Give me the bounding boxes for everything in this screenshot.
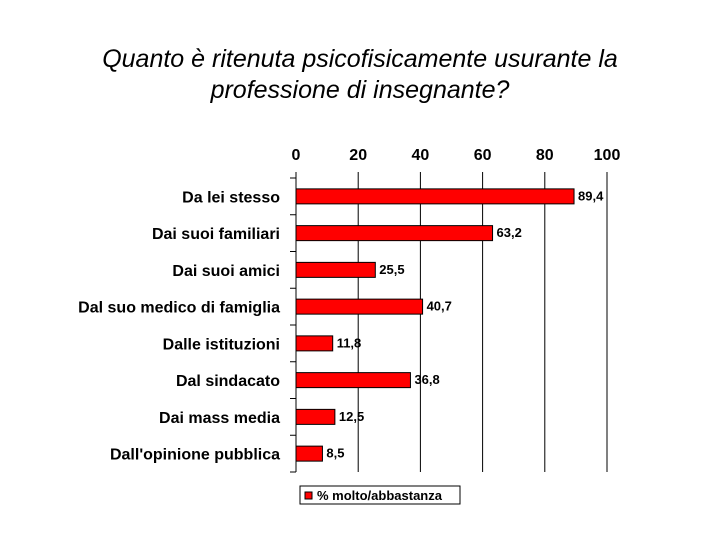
data-label-7: 8,5: [326, 446, 344, 461]
category-label-5: Dal sindacato: [176, 373, 280, 390]
data-label-0: 89,4: [578, 188, 604, 203]
data-label-3: 40,7: [427, 299, 452, 314]
legend: % molto/abbastanza: [299, 485, 461, 505]
label-layer: Da lei stesso 89,4 Dai suoi familiari 63,2 D…: [78, 188, 604, 463]
category-label-1: Dai suoi familiari: [152, 226, 280, 243]
x-tick-label-60: 60: [474, 147, 492, 164]
legend-label: % molto/abbastanza: [317, 488, 443, 503]
grid-layer: [295, 172, 608, 472]
category-label-4: Dalle istituzioni: [163, 336, 280, 353]
category-label-6: Dai mass media: [159, 410, 280, 427]
category-label-0: Da lei stesso: [182, 189, 280, 206]
bar-6: [295, 408, 336, 425]
bar-1: [295, 225, 494, 242]
category-label-7: Dall'opinione pubblica: [110, 447, 280, 464]
x-tick-label-40: 40: [412, 147, 430, 164]
bar-5: [295, 372, 411, 389]
bar-0: [295, 188, 575, 205]
chart-title-line-2: professione di insegnante?: [210, 76, 510, 104]
chart-title: Quanto è ritenuta psicofisicamente usura…: [0, 44, 720, 106]
x-tick-label-20: 20: [349, 147, 367, 164]
bar-4: [295, 335, 334, 352]
data-label-4: 11,8: [337, 335, 362, 350]
x-tick-label-0: 0: [292, 147, 301, 164]
data-label-1: 63,2: [497, 225, 522, 240]
legend-box: [299, 485, 461, 505]
bar-3: [295, 298, 424, 315]
data-label-6: 12,5: [339, 409, 364, 424]
x-tick-label-80: 80: [536, 147, 554, 164]
data-label-2: 25,5: [379, 262, 404, 277]
data-label-5: 36,8: [414, 372, 439, 387]
x-tick-label-100: 100: [594, 147, 621, 164]
category-label-2: Dai suoi amici: [172, 263, 280, 280]
bar-layer: [295, 188, 575, 462]
legend-swatch: [304, 491, 313, 500]
category-label-3: Dal suo medico di famiglia: [78, 300, 280, 317]
chart-title-line-1: Quanto è ritenuta psicofisicamente usura…: [102, 45, 618, 73]
bar-2: [295, 261, 376, 278]
bar-7: [295, 445, 323, 462]
